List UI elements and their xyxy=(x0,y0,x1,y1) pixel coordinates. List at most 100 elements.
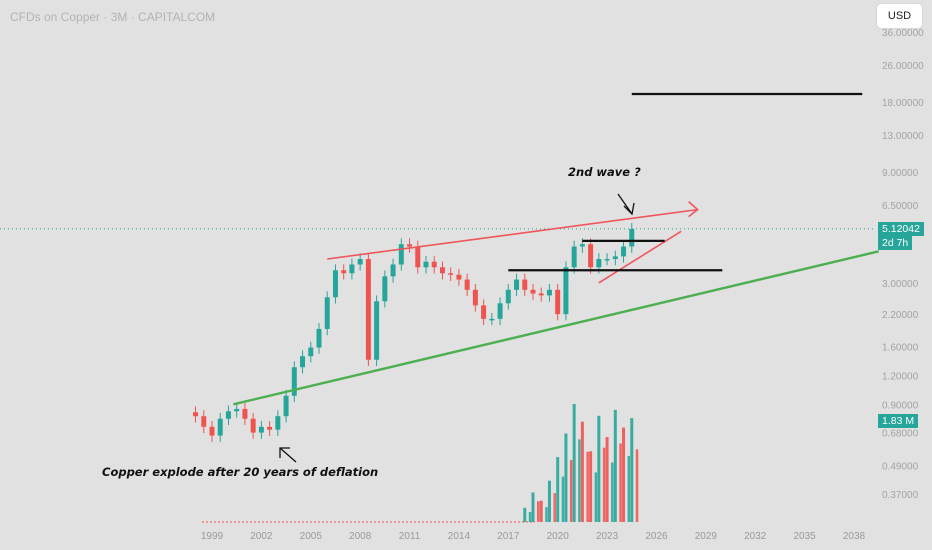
resistance-trendline xyxy=(327,208,698,260)
volume-bar xyxy=(580,421,584,522)
x-tick-label: 1999 xyxy=(201,531,224,542)
y-tick-label: 1.20000 xyxy=(882,371,919,382)
candle-body xyxy=(629,228,635,247)
candle-body xyxy=(514,279,520,290)
y-tick-label: 3.00000 xyxy=(882,279,919,290)
candle-body xyxy=(530,289,536,294)
wave-arrow xyxy=(617,193,633,215)
volume-bar xyxy=(578,439,581,522)
volume-bar xyxy=(594,472,598,522)
y-tick-label: 18.00000 xyxy=(882,98,924,109)
candle-body xyxy=(579,244,585,247)
wedge-trendline xyxy=(598,230,682,284)
volume-bar xyxy=(572,404,576,522)
volume-bar xyxy=(528,512,532,522)
symbol-title: CFDs on Copper · 3M · CAPITALCOM xyxy=(10,10,216,24)
candle-body xyxy=(448,273,454,275)
resistance-arrow-head xyxy=(688,201,699,218)
candle-body xyxy=(563,267,569,315)
candle-body xyxy=(308,347,314,357)
x-tick-label: 2005 xyxy=(300,531,323,542)
volume-bar xyxy=(627,455,631,522)
candle-body xyxy=(571,246,577,268)
candle-body xyxy=(217,418,223,436)
support-trendline xyxy=(233,250,879,406)
candle-body xyxy=(365,259,371,360)
volume-bar xyxy=(569,460,573,522)
y-tick-label: 26.00000 xyxy=(882,61,924,72)
candle-body xyxy=(464,279,470,290)
last-price-tag: 5.12042 xyxy=(878,222,924,236)
candle-body xyxy=(588,244,594,268)
volume-bar xyxy=(611,462,614,522)
volume-bar xyxy=(561,476,565,522)
volume-bar xyxy=(539,500,543,522)
volume-bar xyxy=(545,507,548,522)
volume-bar xyxy=(597,415,601,522)
candle-body xyxy=(604,259,610,261)
x-tick-label: 2011 xyxy=(399,531,421,542)
volume-bar xyxy=(602,447,606,522)
volume-bar xyxy=(586,451,589,522)
volume-bar xyxy=(619,443,622,522)
candle-body xyxy=(538,293,544,296)
x-tick-label: 2026 xyxy=(645,531,668,542)
candle-body xyxy=(291,367,297,396)
candle-body xyxy=(481,305,487,319)
candle-body xyxy=(555,289,561,315)
volume-bar xyxy=(635,449,639,522)
volume-bar xyxy=(547,480,551,522)
candle-body xyxy=(596,259,602,268)
candle-body xyxy=(341,270,347,274)
volume-bar xyxy=(553,493,556,522)
volume-bar xyxy=(605,437,609,522)
x-tick-label: 2008 xyxy=(349,531,372,542)
y-tick-label: 9.00000 xyxy=(882,168,919,179)
volume-bar xyxy=(523,507,527,522)
candle-body xyxy=(456,274,462,280)
y-tick-label: 0.68000 xyxy=(882,429,919,440)
candle-body xyxy=(193,412,199,417)
y-tick-label: 13.00000 xyxy=(882,131,924,142)
candle-body xyxy=(621,246,627,257)
x-tick-label: 2032 xyxy=(744,531,767,542)
x-tick-label: 2029 xyxy=(695,531,718,542)
y-tick-label: 6.50000 xyxy=(882,201,919,212)
x-tick-label: 2038 xyxy=(843,531,866,542)
candle-body xyxy=(258,426,264,433)
y-tick-label: 0.49000 xyxy=(882,462,919,473)
candle-body xyxy=(209,426,215,436)
candle-body xyxy=(316,328,322,348)
x-tick-label: 2035 xyxy=(793,531,816,542)
wave-annotation: 2nd wave ? xyxy=(568,165,641,179)
candle-body xyxy=(225,411,231,419)
candle-body xyxy=(283,395,289,417)
y-tick-label: 0.37000 xyxy=(882,490,919,501)
candle-body xyxy=(234,408,240,412)
candle-body xyxy=(522,279,528,290)
candle-body xyxy=(324,297,330,329)
y-tick-label: 0.90000 xyxy=(882,400,919,411)
x-tick-label: 2023 xyxy=(596,531,619,542)
candle-body xyxy=(423,261,429,268)
candle-body xyxy=(267,426,273,430)
x-tick-label: 2017 xyxy=(497,531,520,542)
candle-body xyxy=(275,416,281,430)
candle-body xyxy=(439,267,445,274)
candle-body xyxy=(612,256,618,260)
candle-body xyxy=(546,289,552,296)
candle-body xyxy=(431,261,437,268)
candle-body xyxy=(407,244,413,247)
currency-button[interactable]: USD xyxy=(877,4,922,28)
candle-body xyxy=(390,264,396,277)
volume-bar xyxy=(589,451,593,522)
candle-body xyxy=(357,259,363,265)
candle-body xyxy=(505,289,511,304)
candle-body xyxy=(382,276,388,302)
bottom-arrow xyxy=(279,447,297,463)
candle-body xyxy=(472,289,478,306)
volume-bar xyxy=(613,409,617,522)
bottom-annotation: Copper explode after 20 years of deflati… xyxy=(102,465,379,479)
volume-bar xyxy=(630,418,634,522)
